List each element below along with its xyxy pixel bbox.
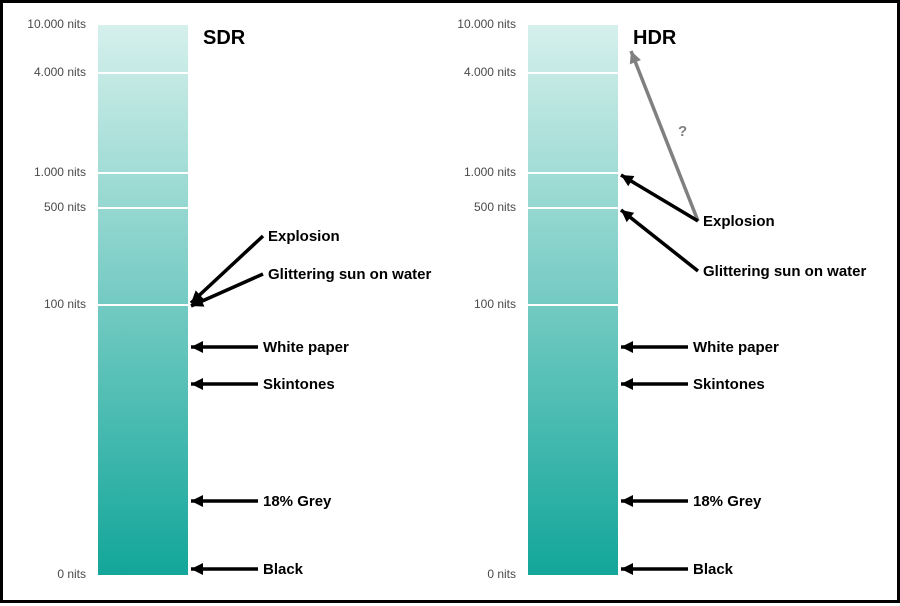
right-annotation-label: Black (693, 561, 733, 578)
diagram-frame: SDR10.000 nits4.000 nits1.000 nits500 ni… (0, 0, 900, 603)
right-arrow (3, 3, 900, 606)
